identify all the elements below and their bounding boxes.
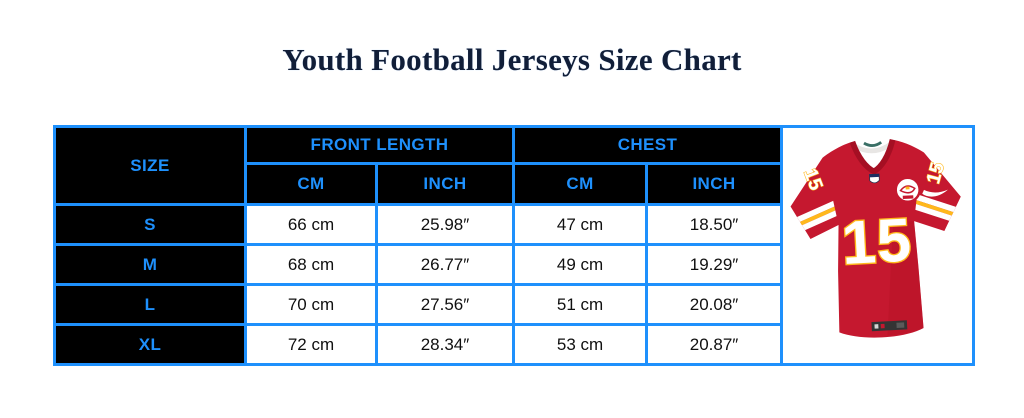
front-length-inch-value: 28.34″ [374, 323, 516, 366]
front-length-cm-value: 70 cm [244, 283, 378, 326]
chiefs-patch-icon [893, 176, 921, 203]
size-chart-table: SIZE FRONT LENGTH CHEST [53, 125, 976, 366]
page-title: Youth Football Jerseys Size Chart [282, 42, 742, 77]
front-length-inch-value: 26.77″ [374, 243, 516, 286]
table-row-m: M 68 cm 26.77″ 49 cm 19.29″ [53, 243, 974, 286]
chest-inch-value: 20.08″ [645, 283, 784, 326]
front-length-inch-value: 27.56″ [374, 283, 516, 326]
front-length-header: FRONT LENGTH [243, 125, 516, 165]
chest-cm-value: 49 cm [512, 243, 649, 286]
jersey-shading [887, 220, 924, 336]
chest-cm-value: 47 cm [512, 203, 649, 246]
table-row-xl: XL 72 cm 28.34″ 53 cm 20.87″ [53, 323, 974, 366]
front-length-cm-value: 72 cm [244, 323, 378, 366]
chest-header: CHEST [512, 125, 784, 165]
chest-cm-value: 51 cm [512, 283, 649, 326]
chest-inch-value: 18.50″ [645, 203, 784, 246]
chest-cm-header: CM [512, 162, 649, 206]
front-length-cm-header: CM [244, 162, 378, 206]
size-label: L [53, 283, 247, 326]
nfl-shield-icon [868, 173, 880, 183]
chest-inch-header: INCH [645, 162, 784, 206]
size-column-header: SIZE [53, 125, 247, 206]
collar-tape [862, 140, 882, 147]
jock-tag [870, 319, 907, 331]
table-row-l: L 70 cm 27.56″ 51 cm 20.08″ [53, 283, 974, 326]
size-label: S [53, 203, 247, 246]
nike-swoosh-icon [921, 189, 948, 197]
jersey-image: 15 15 15 [783, 133, 972, 359]
chest-inch-value: 20.87″ [645, 323, 784, 366]
size-label: M [53, 243, 247, 286]
size-label: XL [53, 323, 247, 366]
jersey-product-image-cell: 15 15 15 [780, 125, 976, 366]
front-length-cm-value: 66 cm [244, 203, 378, 246]
front-length-inch-value: 25.98″ [374, 203, 516, 246]
chest-cm-value: 53 cm [512, 323, 649, 366]
football-jersey-graphic: 15 15 15 [787, 138, 963, 338]
chest-inch-value: 19.29″ [645, 243, 784, 286]
front-length-inch-header: INCH [374, 162, 516, 206]
table-row-s: S 66 cm 25.98″ 47 cm 18.50″ [53, 203, 974, 246]
chest-number: 15 [840, 205, 914, 277]
header-unit-row: CM INCH CM INCH [55, 162, 974, 206]
jersey-collar [849, 138, 895, 175]
header-group-row: SIZE FRONT LENGTH CHEST [53, 125, 976, 366]
jersey-inner-collar [851, 139, 893, 153]
front-length-cm-value: 68 cm [244, 243, 378, 286]
